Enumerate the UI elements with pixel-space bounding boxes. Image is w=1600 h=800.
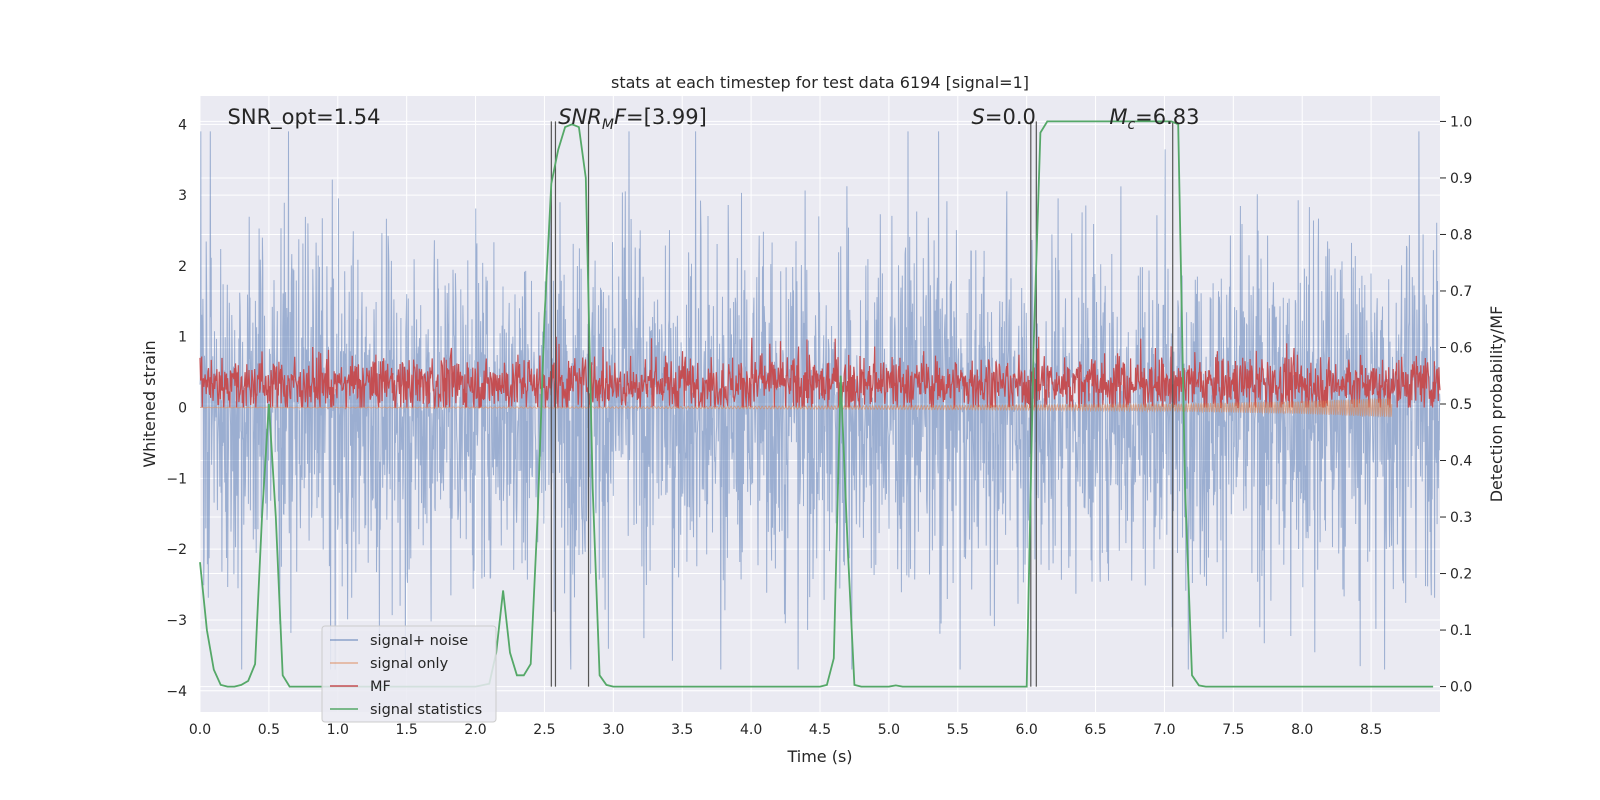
- x-tick-label: 6.5: [1084, 722, 1106, 738]
- y-left-tick-label: −2: [166, 542, 187, 558]
- y-right-tick-label: 0.1: [1450, 623, 1472, 639]
- x-tick-label: 4.5: [809, 722, 831, 738]
- chart-title: stats at each timestep for test data 619…: [611, 73, 1029, 92]
- y-left-tick-label: 3: [178, 188, 187, 204]
- x-tick-label: 8.0: [1291, 722, 1313, 738]
- legend-label-mf: MF: [370, 679, 391, 695]
- legend-label-noise: signal+ noise: [370, 633, 468, 649]
- x-tick-label: 2.5: [533, 722, 555, 738]
- signal-statistics-line: [199, 120, 1434, 688]
- annotation-1: SNRMF=[3.99]: [558, 105, 707, 133]
- x-tick-label: 6.0: [1016, 722, 1038, 738]
- y-left-tick-label: −4: [166, 684, 187, 700]
- x-tick-label: 7.0: [1153, 722, 1175, 738]
- vertical-markers: [550, 121, 1174, 687]
- x-tick-labels: 0.0 0.5 1.0 1.5 2.0 2.5 3.0 3.5 4.0 4.5 5.0 5.5 6.0 6…: [189, 722, 1382, 738]
- x-tick-label: 4.0: [740, 722, 762, 738]
- x-tick-label: 0.0: [189, 722, 211, 738]
- series-signal-only: [200, 397, 1393, 418]
- annotation-3: Mc=6.83: [1109, 105, 1199, 133]
- x-tick-label: 5.5: [947, 722, 969, 738]
- x-tick-label: 2.0: [464, 722, 486, 738]
- y-left-axis-label: Whitened strain: [140, 340, 159, 467]
- legend-label-signal: signal only: [370, 656, 449, 672]
- y-right-tick-label: 0.2: [1450, 567, 1472, 583]
- x-tick-label: 7.5: [1222, 722, 1244, 738]
- y-left-tick-label: 1: [178, 330, 187, 346]
- signal-only-line: [200, 397, 1393, 418]
- y-left-tick-label: −1: [166, 471, 187, 487]
- y-right-tick-label: 0.6: [1450, 340, 1472, 356]
- y-right-tick-label: 0.5: [1450, 397, 1472, 413]
- y-right-tick-label: 1.0: [1450, 114, 1472, 130]
- annotation-0: SNR_opt=1.54: [228, 105, 381, 130]
- y-left-tick-labels: 4 3 2 1 0 −1 −2 −3 −4: [166, 117, 187, 699]
- x-tick-label: 3.5: [671, 722, 693, 738]
- y-right-tick-label: 0.9: [1450, 171, 1472, 187]
- y-right-tick-label: 0.8: [1450, 227, 1472, 243]
- y-right-tick-label: 0.0: [1450, 680, 1472, 696]
- legend: signal+ noise signal only MF signal stat…: [321, 625, 497, 723]
- y-right-axis-label: Detection probability/MF: [1487, 306, 1506, 503]
- series-mf: [199, 336, 1441, 410]
- legend-box: [321, 625, 497, 723]
- y-left-tick-label: −3: [166, 613, 187, 629]
- x-tick-label: 1.0: [327, 722, 349, 738]
- y-left-tick-label: 2: [178, 259, 187, 275]
- x-tick-label: 0.5: [258, 722, 280, 738]
- y-right-tick-label: 0.4: [1450, 454, 1472, 470]
- legend-label-stats: signal statistics: [370, 702, 482, 718]
- y-right-tick-label: 0.3: [1450, 510, 1472, 526]
- y-right-tick-label: 0.7: [1450, 284, 1472, 300]
- x-axis-label: Time (s): [786, 747, 852, 766]
- x-tick-label: 8.5: [1360, 722, 1382, 738]
- x-tick-label: 5.0: [878, 722, 900, 738]
- annotation-2: S=0.0: [972, 105, 1036, 129]
- series-signal-statistics: [199, 120, 1434, 688]
- mf-line: [199, 336, 1441, 410]
- y-right-tick-labels: 1.0 0.9 0.8 0.7 0.6 0.5 0.4 0.3 0.2 0.1 0.0: [1440, 114, 1472, 696]
- x-tick-label: 1.5: [396, 722, 418, 738]
- y-left-tick-label: 0: [178, 401, 187, 417]
- annotations: SNR_opt=1.54 SNRMF=[3.99] S=0.0 Mc=6.83: [228, 105, 1200, 133]
- x-tick-label: 3.0: [602, 722, 624, 738]
- y-left-tick-label: 4: [178, 117, 187, 133]
